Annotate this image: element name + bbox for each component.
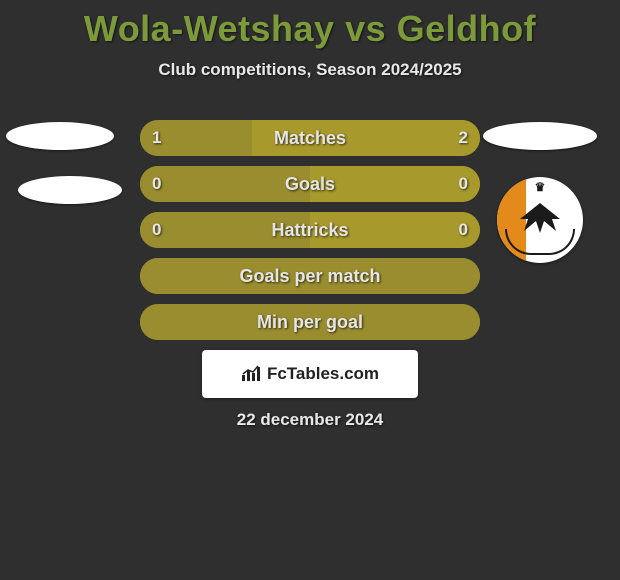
stat-bar: Goals00 [140,166,480,202]
crown-icon: ♛ [535,180,546,194]
bar-right-fill [310,166,480,202]
player-left-placeholder-1 [6,122,114,150]
logo-label: FcTables.com [267,364,379,384]
bar-left-fill [140,166,310,202]
date-label: 22 december 2024 [0,410,620,430]
bar-value-left: 1 [152,120,161,156]
player-left-placeholder-2 [18,176,122,204]
bar-value-right: 2 [459,120,468,156]
bar-right-fill [310,212,480,248]
bar-value-right: 0 [459,166,468,202]
bar-value-left: 0 [152,212,161,248]
page-subtitle: Club competitions, Season 2024/2025 [0,60,620,80]
bar-group: Matches12Goals00Hattricks00Goals per mat… [140,120,480,350]
comparison-card: Wola-Wetshay vs Geldhof Club competition… [0,0,620,580]
bar-left-fill [140,304,480,340]
bar-left-fill [140,258,480,294]
club-crest: ♛ [497,177,583,263]
stat-bar: Goals per match [140,258,480,294]
stat-bar: Hattricks00 [140,212,480,248]
bar-right-fill [252,120,480,156]
player-right-placeholder-1 [483,122,597,150]
bar-value-left: 0 [152,166,161,202]
bar-value-right: 0 [459,212,468,248]
stat-bar: Matches12 [140,120,480,156]
fctables-logo: FcTables.com [202,350,418,398]
bar-left-fill [140,212,310,248]
fctables-logo-text: FcTables.com [241,364,379,384]
page-title: Wola-Wetshay vs Geldhof [0,0,620,50]
bars-icon [241,365,263,383]
stat-bar: Min per goal [140,304,480,340]
